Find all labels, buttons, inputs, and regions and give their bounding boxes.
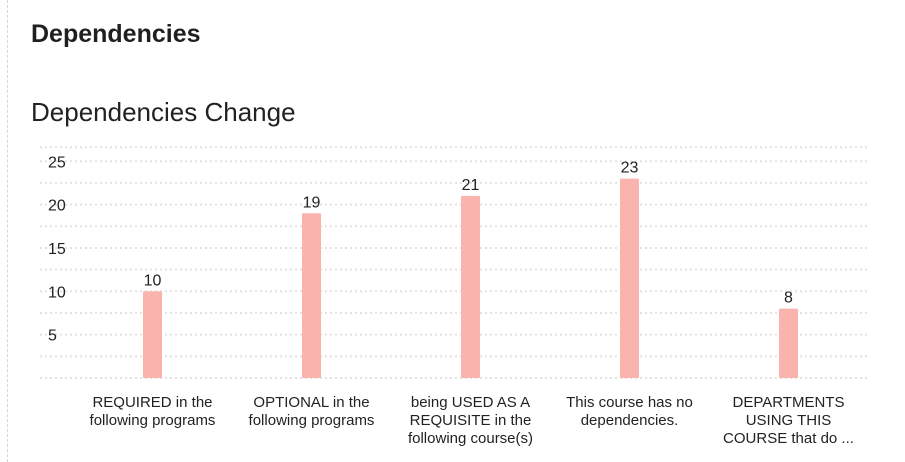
data-label-3: 21 (462, 177, 480, 194)
bar-3 (461, 195, 480, 378)
data-label-2: 19 (303, 194, 321, 211)
y-tick-label: 10 (48, 284, 66, 301)
chart-title: Dependencies Change (31, 97, 296, 127)
y-tick-label: 15 (48, 241, 66, 258)
left-dashed-rule (7, 0, 8, 462)
bar-1 (143, 291, 162, 378)
x-category-label-4: This course has no dependencies. (566, 394, 693, 429)
y-axis-ticks: 5 10 15 20 25 (48, 154, 66, 344)
section-title: Dependencies (31, 20, 201, 48)
y-tick-label: 25 (48, 154, 66, 171)
bars (143, 178, 798, 378)
x-category-label-1: REQUIRED in the following programs (90, 394, 216, 429)
bar-2 (302, 213, 321, 378)
x-category-label-3: being USED AS A REQUISITE in the following… (408, 394, 533, 447)
data-label-5: 8 (784, 290, 793, 307)
bar-4 (620, 178, 639, 378)
bar-5 (779, 308, 798, 378)
data-labels: 10 19 21 23 8 (144, 160, 793, 307)
gridlines (40, 146, 868, 379)
x-category-label-2: OPTIONAL in the following programs (249, 394, 375, 429)
x-axis-labels: REQUIRED in the following programs OPTIONA… (90, 394, 854, 447)
data-label-4: 23 (621, 160, 639, 177)
x-category-label-5: DEPARTMENTS USING THIS COURSE that do ... (723, 394, 854, 447)
data-label-1: 10 (144, 272, 162, 289)
y-tick-label: 20 (48, 198, 66, 215)
y-tick-label: 5 (48, 328, 57, 345)
